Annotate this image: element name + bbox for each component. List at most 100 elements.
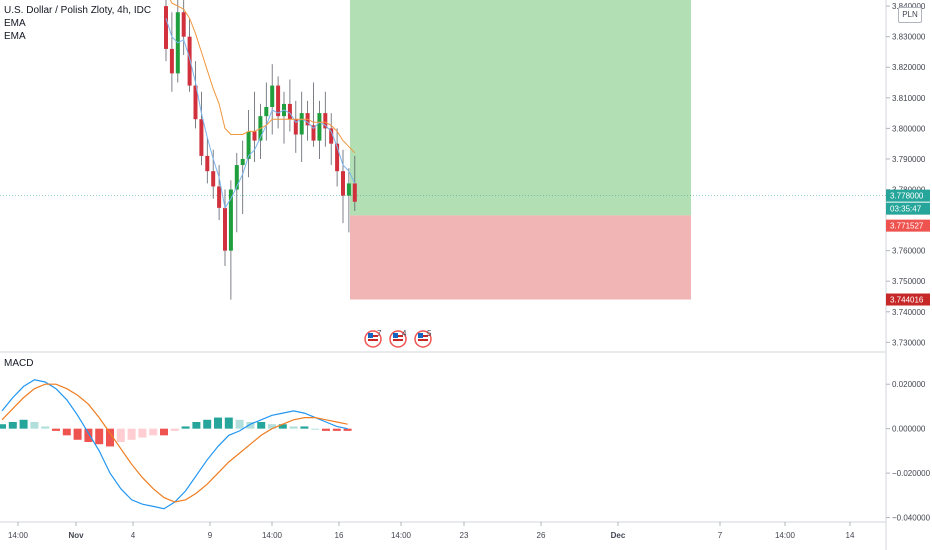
candle-body: [223, 207, 227, 251]
macd-histogram-bar: [278, 424, 287, 429]
macd-histogram-bar: [106, 428, 114, 447]
macd-histogram-bar: [203, 419, 212, 429]
candle: [335, 128, 340, 187]
entry-price-label[interactable]: 3.771527: [886, 219, 930, 232]
bar-countdown-label[interactable]: 03:35:47: [886, 202, 930, 215]
candle: [258, 103, 263, 159]
price-tick-label: 3.760000: [892, 247, 926, 256]
time-tick-label: 14: [846, 531, 855, 540]
macd-histogram-bar: [268, 424, 276, 429]
symbol-title[interactable]: U.S. Dollar / Polish Zloty, 4h, IDC: [4, 5, 152, 16]
time-axis: 14:00 Nov 4 9 14:00 16 14:00 23 26 Dec 7 14:00 14: [8, 522, 855, 540]
candle-body: [211, 171, 216, 187]
candle-body: [240, 158, 245, 166]
economic-event-marker[interactable]: 4: [389, 329, 407, 348]
macd-histogram: [0, 417, 352, 447]
macd-indicator-label[interactable]: MACD: [4, 358, 34, 369]
currency-badge[interactable]: PLN: [898, 7, 922, 23]
time-tick-label: 14:00: [775, 531, 796, 540]
flag-canton: [368, 333, 373, 338]
macd-histogram-bar: [181, 426, 190, 429]
macd-line: [1, 379, 348, 510]
candle: [223, 189, 227, 266]
candle: [282, 91, 286, 144]
candle: [293, 100, 298, 153]
price-tick-label: 3.810000: [892, 94, 926, 103]
macd-histogram-bar: [84, 428, 93, 442]
candle-body: [335, 143, 340, 172]
stop-price-label[interactable]: 3.744016: [886, 293, 930, 306]
candle-body: [205, 155, 210, 172]
ema-fast-line: [165, 18, 356, 210]
candle-body: [341, 171, 345, 196]
macd-histogram-bar: [235, 419, 244, 429]
candle-body: [311, 125, 316, 141]
flag-canton: [418, 333, 423, 338]
candle-body: [169, 48, 174, 74]
price-tick-label: 3.830000: [892, 33, 926, 42]
macd-histogram-bar: [19, 419, 28, 429]
candle-body: [323, 113, 328, 129]
candle-body: [346, 183, 351, 196]
time-tick-label: Dec: [611, 531, 626, 540]
macd-tick-label: −0.020000: [892, 469, 931, 478]
long-position-loss-zone[interactable]: [350, 215, 691, 300]
price-tick-label: 3.840000: [892, 2, 926, 11]
candle-body: [270, 85, 275, 107]
candle: [352, 155, 357, 211]
event-count: 4: [402, 329, 407, 338]
candle: [240, 140, 245, 214]
time-tick-label: 14:00: [391, 531, 412, 540]
flag-stripe: [393, 339, 403, 341]
candle: [323, 91, 328, 147]
macd-histogram-bar: [170, 428, 179, 431]
current-price-label[interactable]: 3.778000: [886, 189, 930, 202]
candle-body: [228, 189, 233, 251]
economic-event-marker[interactable]: 5: [414, 329, 432, 348]
candle: [264, 82, 269, 141]
candle: [234, 152, 239, 233]
long-position-profit-zone[interactable]: [350, 0, 691, 216]
candle: [205, 137, 210, 184]
candle: [169, 12, 174, 92]
candle: [346, 168, 351, 233]
time-tick-label: 14:00: [8, 531, 29, 540]
macd-histogram-bar: [95, 428, 104, 445]
signal-line: [1, 383, 348, 503]
macd-tick-label: 0.020000: [892, 380, 926, 389]
candle: [211, 149, 216, 199]
chart-legend: U.S. Dollar / Polish Zloty, 4h, IDC EMA …: [4, 4, 151, 43]
candle-body: [299, 113, 304, 135]
candle: [276, 76, 281, 129]
candle-body: [293, 119, 298, 135]
current-price-label-background: [886, 189, 930, 202]
candle: [246, 110, 251, 178]
economic-events: 7 4 5: [364, 329, 432, 348]
price-labels: 3.778000 03:35:47 3.771527 3.744016: [886, 189, 930, 306]
candle-body: [276, 85, 281, 117]
macd-histogram-bar: [138, 428, 147, 438]
flag-canton: [393, 333, 398, 338]
candle: [217, 165, 222, 221]
macd-histogram-bar: [0, 424, 6, 429]
candle: [287, 79, 292, 132]
ema-indicator-label[interactable]: EMA: [4, 31, 26, 42]
entry-price-label-background: [886, 219, 930, 232]
macd-histogram-bar: [192, 422, 201, 429]
economic-event-marker[interactable]: 7: [364, 329, 382, 348]
candle-body: [164, 6, 168, 49]
macd-histogram-bar: [343, 428, 352, 431]
time-tick-label: 7: [718, 531, 723, 540]
macd-histogram-bar: [332, 428, 341, 431]
ema-indicator-label[interactable]: EMA: [4, 18, 26, 29]
ema-slow-line: [169, 0, 356, 154]
bar-countdown-label-text: 03:35:47: [890, 205, 922, 214]
candle: [199, 91, 204, 166]
time-tick-label: 16: [335, 531, 344, 540]
candle: [181, 0, 186, 56]
macd-histogram-bar: [300, 426, 309, 429]
event-count: 7: [377, 329, 382, 338]
macd-histogram-bar: [257, 422, 266, 429]
candle-body: [193, 85, 198, 120]
